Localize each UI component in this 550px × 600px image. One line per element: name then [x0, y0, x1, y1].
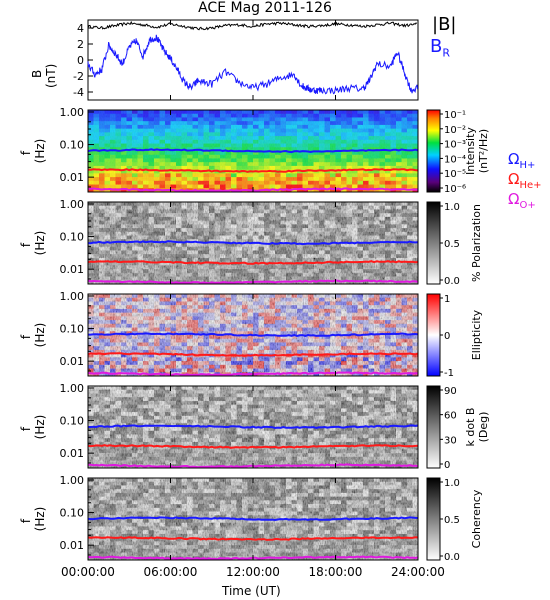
colorbar-tick-label: 10⁻¹ [444, 110, 466, 121]
colorbar-label-intensity: Intensity [464, 127, 477, 175]
ytick-label-b: 0 [77, 54, 84, 67]
colorbar-intensity [426, 109, 441, 193]
colorbar-tick-label: 10⁻³ [444, 140, 466, 151]
colorbar-tick-label: 10⁻⁵ [444, 169, 466, 180]
panel-polarization: 1.00 0.10 0.01 f (Hz) 1.0 0.5 0.0 % Polarization [19, 198, 483, 287]
panel-ellipticity: 1.00 0.10 0.01 f (Hz) 1 0 -1 Ellipticity [19, 290, 483, 379]
colorbar-tick-label: 10⁻⁶ [444, 184, 466, 195]
overlay-line-h [88, 332, 419, 338]
colorbar-tick-label: 10⁻² [444, 125, 466, 136]
overlay-line-h [87, 148, 419, 154]
ylabel-f: f [19, 334, 33, 339]
ytick-label-b: 2 [77, 38, 84, 51]
panel-intensity: 1.00 0.10 0.01 f (Hz) 10⁻¹ 10⁻² 10⁻³ 10⁻⁴ 10⁻⁵ 10⁻… [19, 106, 490, 195]
ytick-label: 1.00 [60, 198, 85, 211]
overlay-line-he [87, 168, 419, 173]
ytick-label: 0.01 [60, 263, 85, 276]
ytick-label-b: -2 [73, 70, 84, 83]
colorbar-tick-label: 0 [444, 331, 450, 342]
colorbar-tick-label: 0.5 [444, 239, 460, 250]
colorbar-tick-label: 1 [444, 294, 450, 305]
ytick-label: 0.01 [60, 355, 85, 368]
colorbar-label-ellipticity: Ellipticity [470, 309, 483, 360]
colorbar-ellipticity [426, 293, 441, 377]
colorbar-tick-label: 10⁻⁴ [444, 154, 466, 165]
series-line-b-r [87, 34, 418, 95]
chart-title: ACE Mag 2011-126 [198, 0, 332, 16]
ylabel-f-unit: (Hz) [33, 231, 47, 256]
ytick-label: 0.10 [60, 139, 85, 152]
colorbar-polarization [426, 201, 441, 285]
ytick-label: 1.00 [60, 106, 85, 119]
colorbar-tick-label: 1.0 [444, 202, 460, 213]
ytick-label: 0.10 [60, 323, 85, 336]
overlay-line-he [87, 352, 419, 357]
ylabel-f-unit: (Hz) [33, 323, 47, 348]
ytick-label-b: 4 [77, 22, 84, 35]
ytick-label-b: -4 [73, 86, 84, 99]
colorbar-tick-label: 0.0 [444, 276, 460, 287]
ytick-label: 1.00 [60, 290, 85, 303]
ylabel-f: f [19, 242, 33, 247]
ytick-label: 0.01 [60, 171, 85, 184]
colorbar-tick-label: -1 [444, 368, 454, 379]
ytick-label: 0.10 [60, 231, 85, 244]
series-line-b-total [87, 20, 418, 31]
ylabel-f: f [19, 150, 33, 155]
ylabel-f-unit: (Hz) [33, 139, 47, 164]
panel-b-frame [87, 19, 419, 101]
colorbar-label-intensity: (nT²/Hz) [477, 129, 490, 173]
overlay-line-h [87, 240, 419, 246]
colorbar-label-polarization: % Polarization [470, 204, 483, 282]
overlay-line-he [87, 260, 419, 265]
